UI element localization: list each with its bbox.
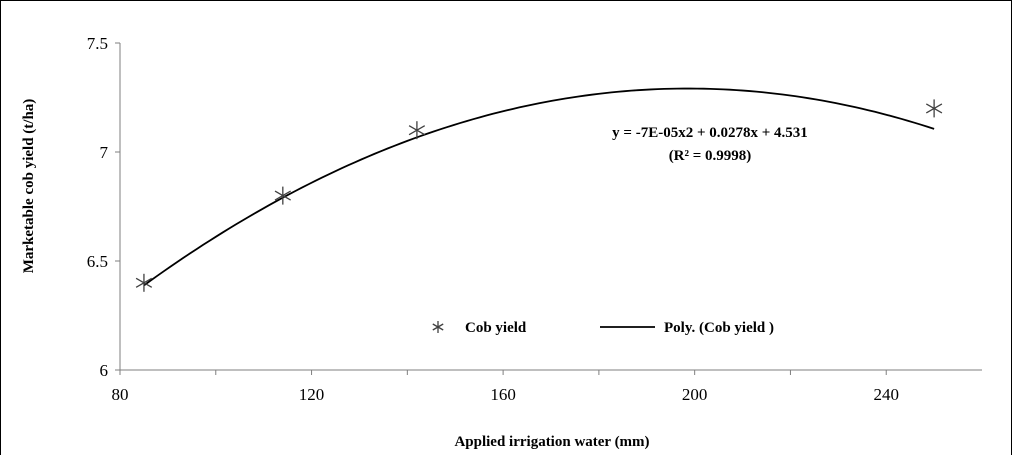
y-axis-title: Marketable cob yield (t/ha) — [21, 99, 37, 274]
trendline-poly — [143, 87, 935, 287]
legend: Cob yield Poly. (Cob yield ) — [432, 320, 774, 336]
legend-label-cob-yield: Cob yield — [465, 320, 527, 336]
x-axis-title: Applied irrigation water (mm) — [454, 434, 649, 450]
y-tick-label: 7 — [100, 143, 109, 162]
legend-label-poly: Poly. (Cob yield ) — [664, 320, 774, 336]
legend-marker-cob-yield — [432, 321, 444, 333]
data-points — [135, 99, 943, 292]
x-tick-label: 80 — [112, 385, 129, 404]
y-tick-label: 6.5 — [87, 252, 108, 271]
x-tick-label: 200 — [682, 385, 708, 404]
y-tick-label: 7.5 — [87, 34, 108, 53]
x-tick-label: 160 — [490, 385, 516, 404]
axes — [119, 43, 982, 371]
data-point — [925, 99, 943, 118]
ticks: 80 120 160 200 240 6 6.5 7 7.5 — [87, 34, 899, 404]
legend-asterisk-icon — [432, 321, 444, 333]
data-point — [408, 121, 426, 140]
y-tick-label: 6 — [100, 361, 109, 380]
x-tick-label: 240 — [873, 385, 899, 404]
equation-annotation: y = -7E-05x2 + 0.0278x + 4.531 — [612, 125, 808, 141]
x-tick-label: 120 — [299, 385, 325, 404]
data-point — [274, 186, 291, 205]
data-point — [135, 273, 153, 292]
trendline-layer — [143, 87, 935, 287]
r-squared-annotation: (R² = 0.9998) — [669, 148, 752, 164]
